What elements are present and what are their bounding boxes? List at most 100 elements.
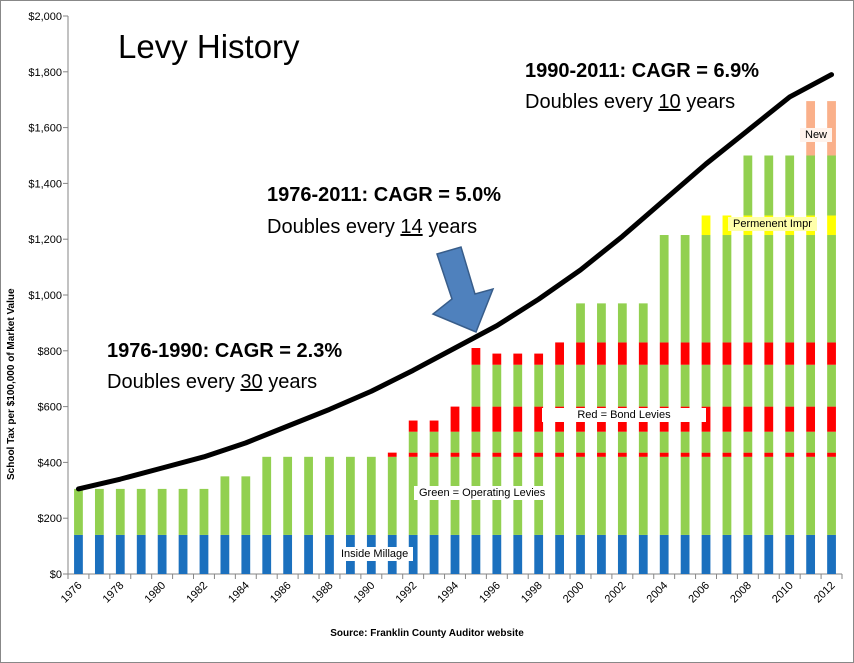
bar-segment [806,534,816,574]
bar-segment [534,534,544,574]
bar-segment [74,534,83,574]
bar-segment [785,456,795,535]
bar-segment [346,456,355,535]
bar-segment [408,452,418,457]
bar-segment [701,342,711,365]
bar-segment [680,364,690,407]
bar-segment [492,431,502,453]
bar-segment [178,534,188,574]
bar-segment [513,452,523,457]
bar-segment [617,342,627,365]
bar-segment [764,456,774,535]
bar-segment [764,406,774,432]
bar-segment [764,431,774,453]
bar-segment [785,342,795,365]
bar-segment [764,452,774,457]
bar-segment [617,452,627,457]
bar-segment [387,456,397,535]
bar-segment [199,534,209,574]
bar-segment [680,235,690,343]
bar-segment [659,235,669,343]
bar-segment [597,456,606,535]
bar-segment [638,303,648,343]
bar-segment [94,488,104,535]
bar-segment [722,215,732,236]
bar-segment [325,534,334,574]
bar-segment [743,406,753,432]
bar-segment [785,452,795,457]
bar-segment [492,534,502,574]
bar-segment [638,534,648,574]
bar-segment [576,452,585,457]
bar-segment [178,488,188,535]
bar-segment [827,235,836,343]
bar-segment [785,364,795,407]
x-tick-label: 2008 [728,580,754,606]
bar-segment [743,431,753,453]
bar-segment [597,452,606,457]
bar-segment [764,534,774,574]
bar-segment [743,155,753,216]
bar-segment [701,406,711,432]
bar-segment [492,353,502,365]
bar-segment [450,452,460,457]
bar-segment [555,342,564,365]
y-tick-label: $1,400 [28,178,62,190]
x-tick-label: 1984 [226,580,252,606]
x-tick-label: 1988 [310,580,336,606]
bar-segment [534,431,544,453]
bar-segment [513,431,523,453]
y-tick-label: $1,000 [28,290,62,302]
bar-segment [471,364,481,407]
bar-segment [157,534,167,574]
bar-segment [513,534,523,574]
bar-segment [743,364,753,407]
bar-segment [429,534,439,574]
bar-segment [785,431,795,453]
x-tick-label: 2010 [770,580,796,606]
bar-segment [827,342,836,365]
bar-segment [220,476,230,535]
bar-segment [597,534,606,574]
x-tick-label: 1994 [435,580,461,606]
bar-segment [722,431,732,453]
bar-segment [722,235,732,343]
bar-segment [743,534,753,574]
bar-segment [450,534,460,574]
bar-segment [806,342,816,365]
bar-segment [827,406,836,432]
bar-segment [534,364,544,407]
bar-segment [429,420,439,432]
chart-title: Levy History [118,28,300,65]
bar-segment [680,456,690,535]
bar-segment [408,456,418,535]
bar-segment [366,456,376,535]
bar-segment [743,452,753,457]
bar-segment [576,534,585,574]
bar-segment [680,452,690,457]
bar-segment [764,364,774,407]
bar-segment [722,456,732,535]
bar-segment [743,235,753,343]
bar-segment [429,431,439,453]
bar-segment [597,364,606,407]
bar-segment [136,488,146,535]
bar-segment [659,534,669,574]
bar-segment [576,342,585,365]
bar-segment [220,534,230,574]
bar-segment [785,406,795,432]
x-tick-label: 1982 [184,580,210,606]
x-tick-label: 1998 [519,580,545,606]
bar-segment [617,303,627,343]
doubling-1976-1990-label: Doubles every 30 years [107,371,318,393]
x-tick-label: 2000 [561,580,587,606]
x-tick-label: 1978 [101,580,127,606]
cagr-1990-2011-label: 1990-2011: CAGR = 6.9% [525,60,760,82]
y-tick-label: $1,600 [28,123,62,135]
y-tick-label: $0 [50,569,62,581]
bar-segment [722,364,732,407]
bar-segment [659,452,669,457]
bar-segment [806,155,816,216]
bar-segment [241,476,251,535]
bar-segment [764,342,774,365]
